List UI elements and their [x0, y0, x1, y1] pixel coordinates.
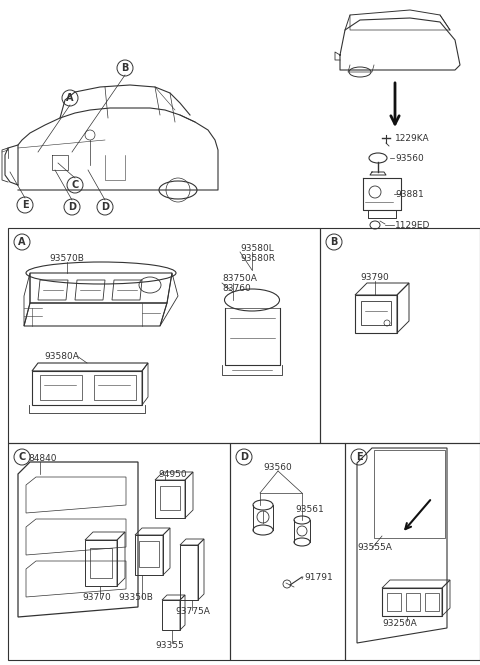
Text: 93580R: 93580R: [240, 253, 275, 263]
Bar: [406, 593, 420, 611]
Text: E: E: [356, 452, 362, 462]
Text: C: C: [18, 452, 25, 462]
Text: 93570B: 93570B: [49, 253, 84, 263]
Text: B: B: [330, 237, 338, 247]
Bar: [387, 593, 401, 611]
Text: 93555A: 93555A: [357, 543, 392, 553]
Bar: [8, 443, 230, 660]
Bar: [382, 588, 442, 616]
Bar: [162, 600, 180, 630]
Text: A: A: [66, 93, 74, 103]
Text: 83760: 83760: [222, 283, 251, 293]
Bar: [230, 443, 345, 660]
Bar: [361, 301, 391, 325]
Text: D: D: [240, 452, 248, 462]
Text: 91791: 91791: [304, 573, 333, 581]
Text: 93355: 93355: [155, 640, 184, 650]
Text: 93250A: 93250A: [382, 618, 417, 628]
Bar: [345, 443, 480, 660]
Bar: [90, 548, 112, 578]
Text: 93350B: 93350B: [118, 593, 153, 602]
Bar: [425, 593, 439, 611]
Bar: [139, 541, 159, 567]
Text: 93561: 93561: [295, 505, 324, 515]
Text: C: C: [72, 180, 79, 190]
Text: 93560: 93560: [395, 154, 424, 162]
Text: A: A: [18, 237, 26, 247]
Text: 1129ED: 1129ED: [395, 221, 431, 229]
Text: 93580A: 93580A: [45, 352, 79, 360]
Text: 93580L: 93580L: [240, 243, 274, 253]
Text: 93775A: 93775A: [175, 608, 210, 616]
Text: 93770: 93770: [82, 593, 111, 602]
Bar: [160, 486, 180, 510]
Text: D: D: [101, 202, 109, 212]
Text: 93881: 93881: [395, 190, 424, 198]
Text: 94950: 94950: [158, 469, 187, 479]
Text: 1229KA: 1229KA: [395, 134, 430, 142]
Text: D: D: [68, 202, 76, 212]
Text: 93790: 93790: [360, 273, 389, 281]
Text: 84840: 84840: [28, 454, 57, 462]
Bar: [85, 540, 117, 586]
Bar: [155, 480, 185, 518]
Text: 93560: 93560: [264, 462, 292, 471]
Bar: [8, 228, 320, 443]
Bar: [355, 295, 397, 333]
Bar: [180, 545, 198, 600]
Text: E: E: [22, 200, 28, 210]
Bar: [320, 228, 480, 443]
Bar: [135, 535, 163, 575]
Text: 83750A: 83750A: [222, 273, 257, 283]
Text: B: B: [121, 63, 129, 73]
